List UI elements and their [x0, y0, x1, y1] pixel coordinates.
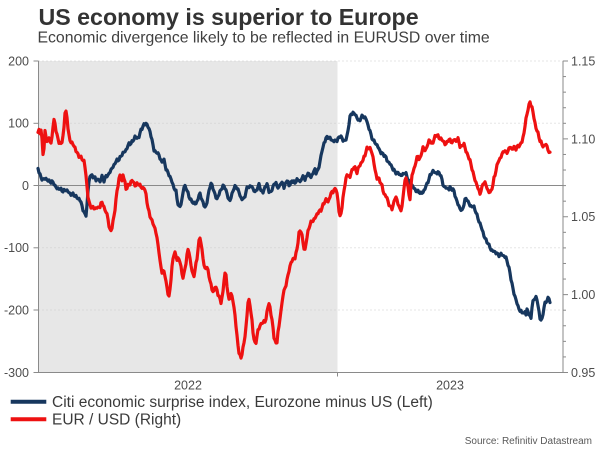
- svg-text:0: 0: [22, 179, 29, 193]
- svg-text:1.05: 1.05: [571, 210, 595, 224]
- svg-text:1.15: 1.15: [571, 54, 595, 68]
- svg-text:Source: Refinitiv Datastream: Source: Refinitiv Datastream: [465, 436, 592, 447]
- svg-text:1.10: 1.10: [571, 132, 595, 146]
- svg-text:0.95: 0.95: [571, 366, 595, 380]
- svg-text:-200: -200: [4, 303, 29, 317]
- svg-text:Economic divergence likely to: Economic divergence likely to be reflect…: [38, 30, 490, 47]
- svg-text:-300: -300: [4, 366, 29, 380]
- svg-text:-100: -100: [4, 241, 29, 255]
- svg-text:EUR / USD (Right): EUR / USD (Right): [52, 412, 181, 429]
- svg-text:2022: 2022: [174, 379, 202, 393]
- svg-text:US economy is superior to Euro: US economy is superior to Europe: [39, 4, 419, 30]
- svg-text:1.00: 1.00: [571, 288, 595, 302]
- svg-text:2023: 2023: [436, 379, 464, 393]
- svg-text:Citi economic surprise index,: Citi economic surprise index, Eurozone m…: [52, 394, 433, 411]
- svg-text:100: 100: [8, 117, 29, 131]
- svg-text:200: 200: [8, 54, 29, 68]
